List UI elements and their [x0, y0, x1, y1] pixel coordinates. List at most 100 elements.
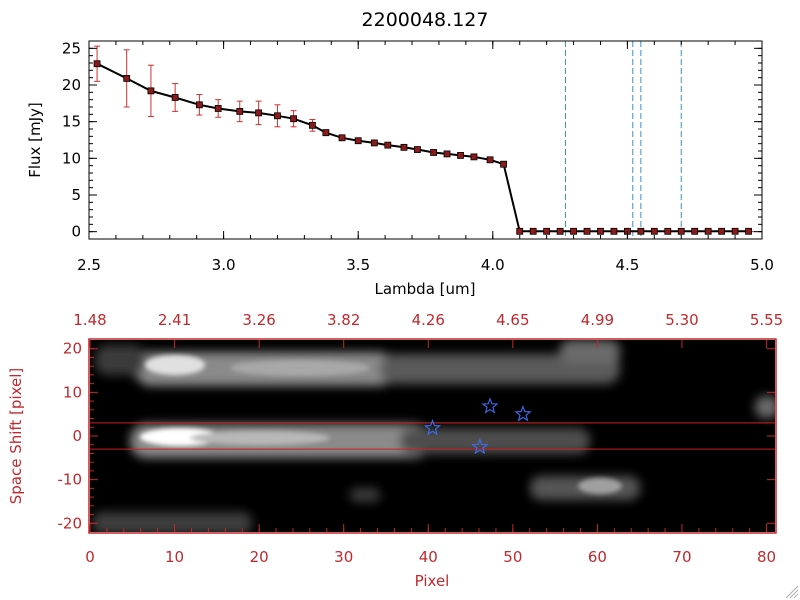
flux-point — [290, 115, 297, 123]
flux-point — [309, 121, 316, 129]
flux-point — [516, 227, 524, 235]
right-edge-blob — [755, 396, 775, 418]
mid-faint — [350, 488, 380, 502]
flux-point — [637, 227, 645, 235]
flux-point — [384, 141, 392, 149]
star-marker — [471, 437, 489, 455]
bottom-band — [92, 512, 252, 532]
image-x-tick-label: 30 — [334, 548, 353, 566]
flux-point — [430, 149, 437, 156]
error-bars — [94, 45, 507, 167]
image-y-ticks: -20 -10 0 10 20 — [58, 340, 775, 532]
flux-point — [745, 227, 752, 235]
flux-point — [610, 227, 618, 235]
flux-point — [414, 146, 421, 153]
resize-grip-icon[interactable] — [785, 585, 799, 599]
image-top-wavelength-ticks: 1.48 2.41 3.26 3.82 4.26 4.65 4.99 5.30 5.55 — [73, 311, 783, 348]
flux-point — [338, 134, 346, 142]
flux-point — [171, 94, 179, 101]
x-axis-ticks: 2.5 3.0 3.5 4.0 4.5 5.0 — [77, 41, 774, 274]
upper-inner — [230, 360, 370, 376]
x-tick-label: 4.5 — [615, 256, 639, 274]
flux-plot: 2.5 3.0 3.5 4.0 4.5 5.0 0 5 10 15 20 25 — [62, 39, 774, 274]
image-top-tick-label: 5.30 — [665, 311, 698, 329]
flux-point — [731, 227, 739, 235]
flux-point — [93, 60, 101, 68]
star-marker — [481, 397, 499, 414]
wavelength-markers — [564, 41, 682, 239]
flux-point — [597, 227, 604, 235]
flux-point — [123, 75, 131, 82]
y-tick-label: 20 — [62, 76, 81, 94]
flux-point — [457, 151, 464, 159]
flux-point — [718, 227, 726, 235]
flux-point — [486, 156, 494, 164]
y-tick-label: 25 — [62, 39, 81, 57]
upper-trace-tail — [380, 354, 620, 384]
flux-point — [400, 143, 408, 151]
image-x-tick-label: 20 — [250, 548, 269, 566]
flux-point — [543, 227, 551, 235]
flux-point — [529, 227, 537, 235]
chart-title: 2200048.127 — [362, 9, 489, 31]
image-x-tick-label: 10 — [165, 548, 184, 566]
y-tick-label: 10 — [62, 149, 81, 167]
flux-point — [704, 227, 712, 235]
extraction-window-lines — [90, 422, 775, 450]
image-y-tick-label: -10 — [58, 471, 83, 489]
y-tick-label: 5 — [71, 186, 81, 204]
flux-point — [147, 87, 155, 95]
x-axis-label: Lambda [um] — [375, 280, 476, 298]
flux-point — [500, 160, 507, 168]
image-top-tick-label: 4.99 — [581, 311, 614, 329]
flux-point — [214, 105, 222, 112]
image-top-tick-label: 3.26 — [242, 311, 275, 329]
x-tick-label: 2.5 — [77, 256, 101, 274]
image-y-tick-label: 10 — [63, 383, 82, 401]
y-tick-label: 0 — [71, 223, 81, 241]
image-x-tick-label: 50 — [503, 548, 522, 566]
main-trace-tail — [400, 428, 590, 454]
flux-point — [195, 101, 203, 109]
image-y-tick-label: 20 — [63, 340, 82, 358]
flux-point — [664, 227, 672, 235]
image-top-tick-label: 3.82 — [327, 311, 360, 329]
flux-point — [470, 153, 478, 161]
upper-knot — [560, 340, 620, 364]
flux-point — [322, 129, 330, 137]
image-y-axis-label: Space Shift [pixel] — [7, 368, 25, 505]
x-tick-label: 5.0 — [750, 256, 774, 274]
left-faint — [95, 345, 145, 375]
image-top-tick-label: 2.41 — [158, 311, 191, 329]
flux-point — [354, 137, 362, 145]
flux-point — [570, 227, 577, 235]
flux-point — [255, 109, 262, 117]
image-x-tick-label: 80 — [757, 548, 776, 566]
top-plot-frame — [88, 40, 763, 240]
spectral-image: 0 10 20 30 40 50 60 70 80 -20 -10 0 10 20 1.48 2.41 3.… — [58, 311, 784, 566]
image-x-ticks: 0 10 20 30 40 50 60 70 80 — [85, 524, 776, 566]
lower-core — [578, 478, 622, 494]
image-top-tick-label: 4.26 — [412, 311, 445, 329]
image-x-tick-label: 0 — [85, 548, 95, 566]
image-x-tick-label: 70 — [672, 548, 691, 566]
flux-markers — [93, 60, 752, 235]
image-y-tick-label: -20 — [58, 514, 83, 532]
y-tick-label: 15 — [62, 113, 81, 131]
flux-point — [370, 139, 378, 147]
flux-point — [236, 108, 244, 115]
flux-point — [691, 227, 699, 235]
image-x-axis-label: Pixel — [415, 572, 450, 590]
x-tick-label: 4.0 — [481, 256, 505, 274]
image-top-tick-label: 5.55 — [750, 311, 783, 329]
upper-core — [145, 355, 205, 375]
x-tick-label: 3.5 — [346, 256, 370, 274]
image-x-tick-label: 40 — [419, 548, 438, 566]
star-marker — [514, 405, 532, 422]
image-top-tick-label: 4.65 — [496, 311, 529, 329]
y-axis-label: Flux [mJy] — [26, 102, 44, 178]
star-marker — [423, 419, 442, 436]
image-y-tick-label: 0 — [72, 427, 82, 445]
y-axis-ticks: 0 5 10 15 20 25 — [62, 39, 762, 241]
